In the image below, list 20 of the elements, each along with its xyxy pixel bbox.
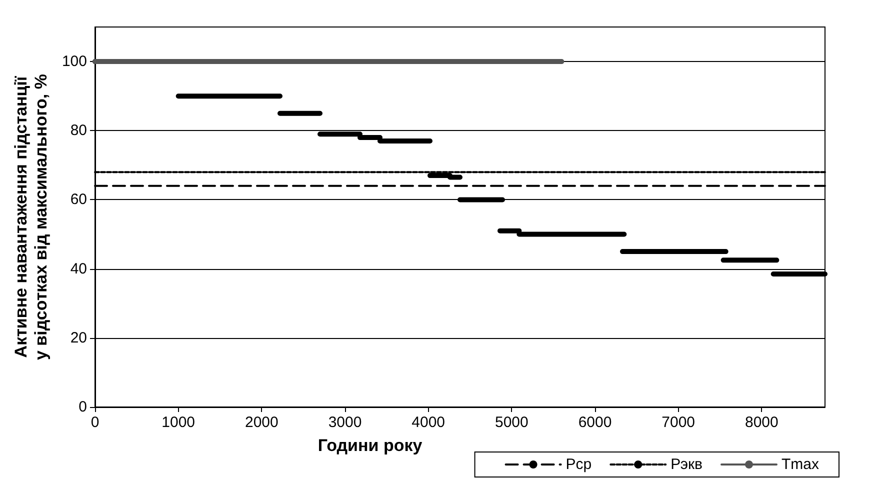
legend-label: Рэкв — [670, 456, 703, 473]
y-axis-title: Активне навантаження підстанції у відсотках від максимального, % — [12, 74, 51, 360]
legend-label: Рср — [566, 456, 592, 473]
y-tick-label: 0 — [78, 398, 87, 416]
legend-label: Tmax — [782, 456, 820, 473]
x-tick-label: 5000 — [494, 414, 528, 431]
y-tick-label: 80 — [70, 122, 87, 140]
x-tick-label: 3000 — [328, 414, 362, 431]
x-tick-label: 7000 — [662, 414, 696, 431]
x-tick-label: 6000 — [578, 414, 612, 431]
x-tick-label: 8000 — [744, 414, 778, 431]
y-tick-label: 20 — [70, 329, 87, 346]
x-tick-label: 4000 — [412, 414, 446, 431]
y-tick-label: 40 — [70, 260, 87, 278]
x-tick-label: 1000 — [162, 414, 196, 431]
y-tick-label: 100 — [62, 53, 87, 70]
x-tick-label: 2000 — [244, 414, 278, 431]
y-tick-label: 60 — [70, 191, 87, 208]
x-tick-label: 0 — [90, 414, 100, 431]
x-axis-title: Години року — [318, 436, 423, 455]
